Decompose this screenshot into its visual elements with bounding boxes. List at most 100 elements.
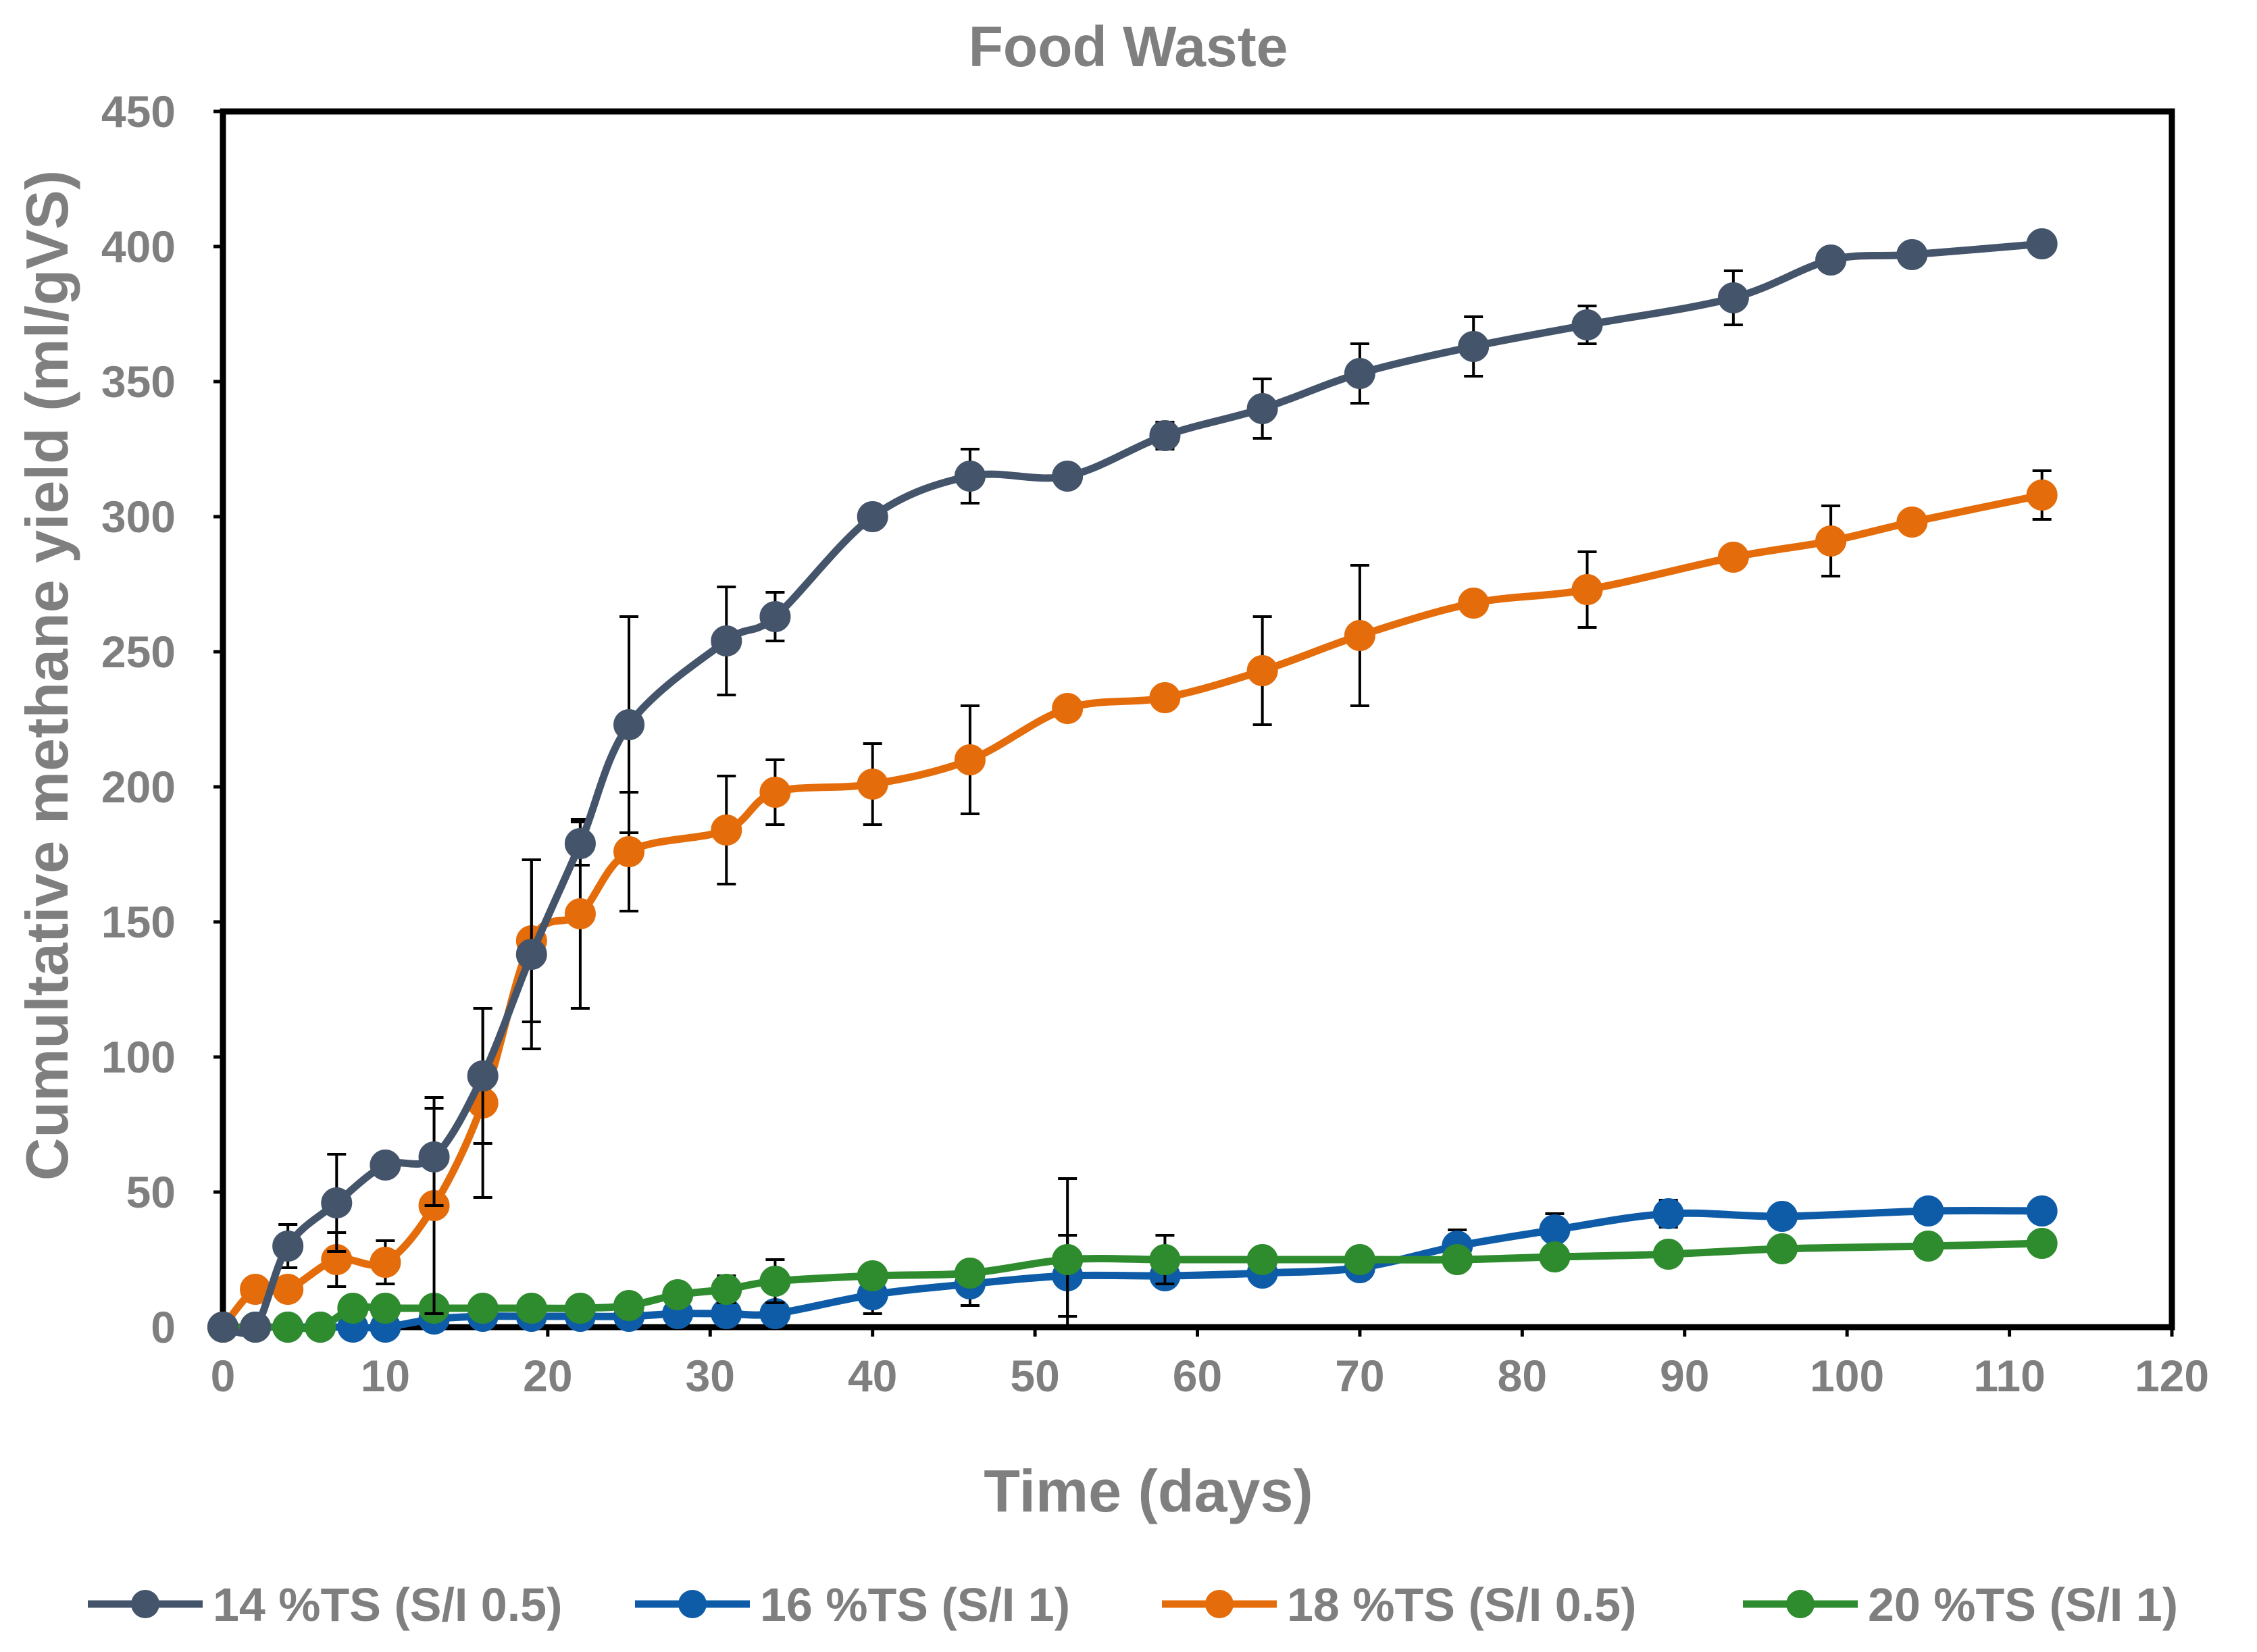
data-point xyxy=(207,1312,238,1343)
data-point xyxy=(1344,620,1375,651)
x-axis-ticks: 0 10 20 30 40 50 60 70 80 90 100 110 120 xyxy=(211,1327,2209,1401)
data-point xyxy=(759,601,791,632)
series-line xyxy=(219,240,2046,1337)
x-tick-label: 60 xyxy=(1173,1351,1222,1401)
data-point xyxy=(272,1312,304,1343)
data-point xyxy=(2026,1228,2058,1259)
data-point xyxy=(1896,507,1928,538)
data-point xyxy=(467,1060,499,1091)
x-tick-label: 10 xyxy=(361,1351,410,1401)
data-point xyxy=(759,1266,791,1297)
data-point xyxy=(2026,228,2058,259)
data-point xyxy=(1767,1201,1798,1232)
data-point xyxy=(370,1293,401,1324)
y-tick-label: 100 xyxy=(101,1032,176,1082)
x-tick-label: 40 xyxy=(848,1351,897,1401)
data-point xyxy=(857,1260,888,1291)
data-point xyxy=(1458,588,1490,619)
y-tick-label: 0 xyxy=(151,1302,176,1352)
y-tick-label: 400 xyxy=(101,222,176,272)
data-point xyxy=(564,898,596,929)
y-axis-title: Cumultative methane yield (ml/gVS) xyxy=(14,170,80,1181)
data-point xyxy=(1149,1244,1181,1275)
data-point xyxy=(1052,1244,1084,1275)
data-point xyxy=(1539,1241,1571,1272)
data-point xyxy=(1344,358,1375,389)
data-point xyxy=(321,1187,353,1218)
legend-item-4: 20 %TS (S/I 1) xyxy=(1743,1578,2178,1631)
legend-marker xyxy=(1786,1590,1815,1618)
y-tick-label: 350 xyxy=(101,357,176,407)
legend-label: 20 %TS (S/I 1) xyxy=(1868,1578,2178,1631)
x-tick-label: 0 xyxy=(211,1351,236,1401)
x-tick-label: 110 xyxy=(1973,1351,2045,1401)
y-tick-label: 200 xyxy=(101,762,176,812)
y-tick-label: 250 xyxy=(101,627,176,677)
y-axis-ticks: 0 50 100 150 200 250 300 350 400 450 xyxy=(101,86,223,1352)
x-tick-label: 80 xyxy=(1498,1351,1547,1401)
data-point xyxy=(1717,282,1749,313)
x-tick-label: 90 xyxy=(1660,1351,1709,1401)
data-point xyxy=(613,1290,645,1321)
data-point xyxy=(954,461,986,492)
data-point xyxy=(954,1258,986,1289)
data-point xyxy=(467,1293,499,1324)
data-point xyxy=(1717,542,1749,573)
legend-label: 14 %TS (S/I 0.5) xyxy=(213,1578,562,1631)
y-tick-label: 450 xyxy=(101,86,176,136)
series-1 xyxy=(207,228,2058,1343)
x-tick-label: 100 xyxy=(1810,1351,1884,1401)
data-point xyxy=(711,625,742,656)
data-point xyxy=(1652,1198,1684,1229)
data-point xyxy=(337,1293,369,1324)
data-point xyxy=(954,744,986,775)
data-point xyxy=(711,1274,742,1305)
plot-area-border xyxy=(220,108,2175,1331)
legend-item-1: 14 %TS (S/I 0.5) xyxy=(88,1578,562,1631)
data-point xyxy=(564,828,596,859)
legend-marker xyxy=(678,1590,707,1618)
x-tick-label: 30 xyxy=(686,1351,735,1401)
data-point xyxy=(613,836,645,867)
data-point xyxy=(1912,1195,1944,1227)
data-point xyxy=(1767,1233,1798,1264)
data-point xyxy=(1815,525,1847,557)
legend-label: 16 %TS (S/I 1) xyxy=(760,1578,1070,1631)
chart-title: Food Waste xyxy=(969,15,1288,78)
x-tick-label: 20 xyxy=(523,1351,572,1401)
data-point xyxy=(857,769,888,800)
data-point xyxy=(1246,1244,1278,1275)
data-point xyxy=(240,1312,272,1343)
series-line xyxy=(219,491,2046,1331)
data-point xyxy=(1344,1244,1375,1275)
data-point xyxy=(272,1274,304,1305)
x-axis-title: Time (days) xyxy=(984,1457,1313,1524)
y-tick-label: 300 xyxy=(101,492,176,542)
data-point xyxy=(1652,1239,1684,1270)
data-point xyxy=(1246,655,1278,686)
data-point xyxy=(1539,1214,1571,1245)
data-point xyxy=(370,1247,401,1278)
legend: 14 %TS (S/I 0.5) 16 %TS (S/I 1) 18 %TS (S/… xyxy=(88,1578,2178,1631)
data-point xyxy=(1896,239,1928,270)
y-tick-label: 150 xyxy=(101,897,176,947)
data-point xyxy=(2026,1195,2058,1227)
data-point xyxy=(1458,331,1490,362)
data-point xyxy=(857,501,888,532)
data-point xyxy=(515,939,547,970)
data-point xyxy=(1052,461,1084,492)
data-point xyxy=(1149,682,1181,713)
data-point xyxy=(1912,1231,1944,1262)
data-point xyxy=(1571,309,1603,340)
legend-item-3: 18 %TS (S/I 0.5) xyxy=(1162,1578,1636,1631)
legend-marker xyxy=(131,1590,159,1618)
data-point xyxy=(1246,393,1278,424)
y-tick-label: 50 xyxy=(126,1167,176,1217)
data-point xyxy=(418,1141,450,1172)
legend-item-2: 16 %TS (S/I 1) xyxy=(635,1578,1070,1631)
data-point xyxy=(613,709,645,740)
x-tick-label: 70 xyxy=(1335,1351,1384,1401)
legend-marker xyxy=(1205,1590,1234,1618)
